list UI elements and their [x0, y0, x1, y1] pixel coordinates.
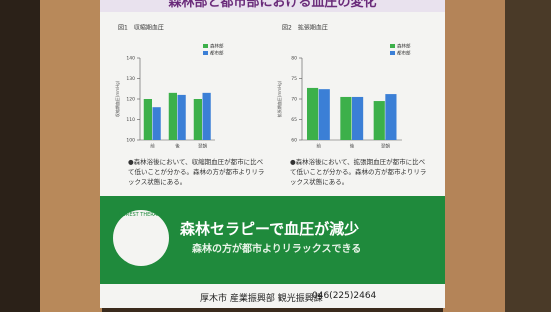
y-tick-label: 80: [291, 56, 297, 62]
logo: [113, 210, 169, 266]
x-tick-label: 翌朝: [198, 144, 207, 150]
bar: [385, 94, 396, 140]
legend-swatch: [390, 44, 395, 48]
footer-office: 厚木市 産業振興部 観光振興課: [200, 291, 323, 304]
x-tick-label: 前: [316, 143, 321, 150]
bar: [352, 97, 363, 140]
y-tick-label: 100: [126, 138, 135, 144]
bar: [194, 99, 202, 140]
bar: [374, 101, 385, 140]
legend-label: 都市部: [397, 50, 411, 57]
y-axis-label: 拡張期血圧(mmHg): [276, 80, 282, 117]
y-axis-label: 収縮期血圧(mmHg): [114, 80, 120, 117]
bar: [178, 95, 186, 140]
note: ●森林浴後において、拡張期血圧が都市に比べて低いことが分かる。森林の方が都市より…: [290, 157, 430, 187]
legend-swatch: [390, 51, 395, 55]
legend-label: 森林部: [210, 43, 224, 50]
y-tick-label: 65: [291, 117, 297, 123]
legend-label: 都市部: [210, 50, 224, 57]
bar: [153, 107, 161, 140]
bar: [203, 93, 211, 140]
x-tick-label: 後: [350, 143, 355, 150]
y-tick-label: 60: [291, 138, 297, 144]
legend-swatch: [203, 44, 208, 48]
bar: [319, 89, 330, 140]
bar: [340, 97, 351, 140]
banner-headline: 森林セラピーで血圧が減少: [180, 218, 440, 239]
y-tick-label: 120: [126, 97, 135, 103]
x-tick-label: 前: [150, 143, 155, 150]
y-tick-label: 70: [291, 97, 297, 103]
y-tick-label: 130: [126, 76, 135, 82]
bar: [169, 93, 177, 140]
chart-title: 図2 拡張期血圧: [282, 24, 328, 32]
bar: [307, 88, 318, 140]
bar: [144, 99, 152, 140]
photo: 森林部と都市部における血圧の変化 図1 収縮期血圧収縮期血圧(mmHg)1001…: [0, 0, 551, 312]
legend-label: 森林部: [397, 43, 411, 50]
logo-text: FOREST THERAPY: [113, 212, 169, 218]
y-tick-label: 75: [291, 76, 297, 82]
x-tick-label: 翌朝: [381, 144, 390, 150]
note: ●森林浴後において、収縮期血圧が都市に比べて低いことが分かる。森林の方が都市より…: [128, 157, 268, 187]
footer-phone: 046(225)2464: [312, 291, 376, 301]
banner-subline: 森林の方が都市よりリラックスできる: [192, 240, 442, 255]
y-tick-label: 140: [126, 56, 135, 62]
y-tick-label: 110: [126, 117, 135, 123]
x-tick-label: 後: [175, 143, 180, 150]
legend-swatch: [203, 51, 208, 55]
chart-title: 図1 収縮期血圧: [118, 24, 164, 32]
